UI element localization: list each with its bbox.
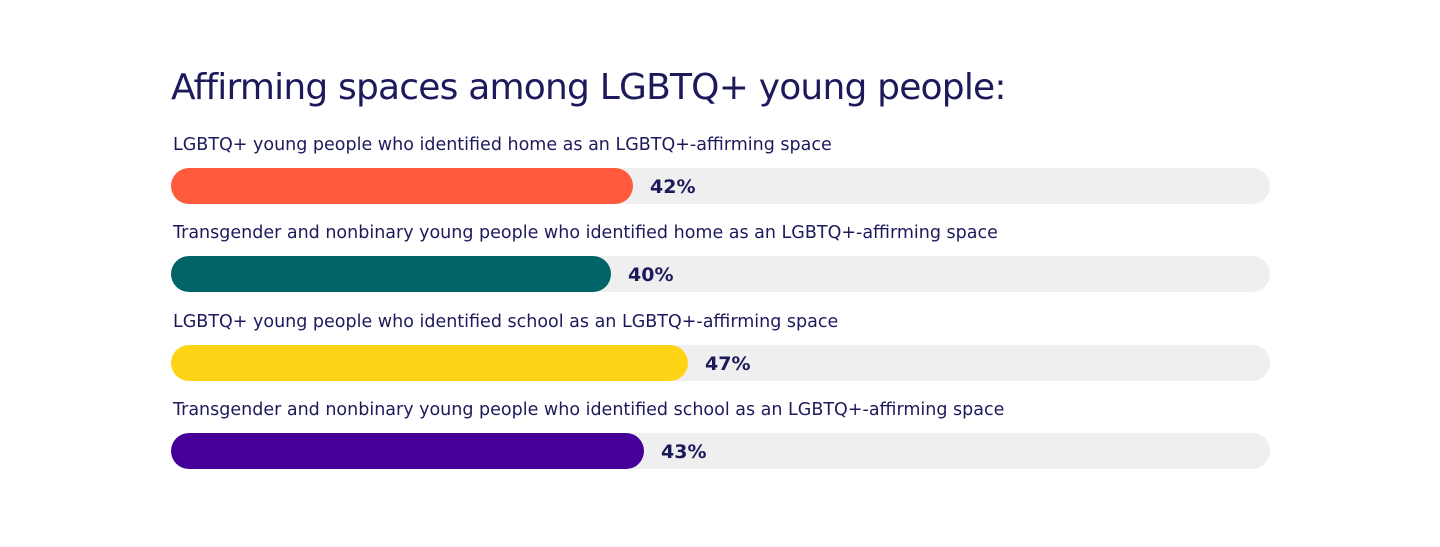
bar-value-label: 47% bbox=[705, 352, 751, 375]
bar-category-label: LGBTQ+ young people who identified schoo… bbox=[173, 311, 839, 332]
bar-row: Transgender and nonbinary young people w… bbox=[171, 221, 1270, 309]
bar-row: Transgender and nonbinary young people w… bbox=[171, 398, 1270, 486]
bar-value-label: 43% bbox=[661, 440, 707, 463]
bar-category-label: Transgender and nonbinary young people w… bbox=[173, 223, 998, 244]
bar bbox=[171, 256, 611, 293]
chart-title: Affirming spaces among LGBTQ+ young peop… bbox=[171, 67, 1007, 108]
bar-chart: Affirming spaces among LGBTQ+ young peop… bbox=[171, 0, 1270, 547]
bar-category-label: Transgender and nonbinary young people w… bbox=[173, 399, 1005, 420]
bar-row: LGBTQ+ young people who identified schoo… bbox=[171, 310, 1270, 398]
bar bbox=[171, 344, 688, 381]
bar bbox=[171, 168, 633, 204]
bar-category-label: LGBTQ+ young people who identified home … bbox=[173, 135, 832, 155]
bar-track: 47% bbox=[171, 344, 1270, 381]
bar-value-label: 42% bbox=[650, 176, 696, 198]
bar-track: 43% bbox=[171, 432, 1270, 469]
bar-track: 40% bbox=[171, 256, 1270, 293]
bar bbox=[171, 432, 644, 469]
bar-row: LGBTQ+ young people who identified home … bbox=[171, 133, 1270, 221]
bar-track: 42% bbox=[171, 168, 1270, 204]
bar-value-label: 40% bbox=[628, 264, 674, 287]
